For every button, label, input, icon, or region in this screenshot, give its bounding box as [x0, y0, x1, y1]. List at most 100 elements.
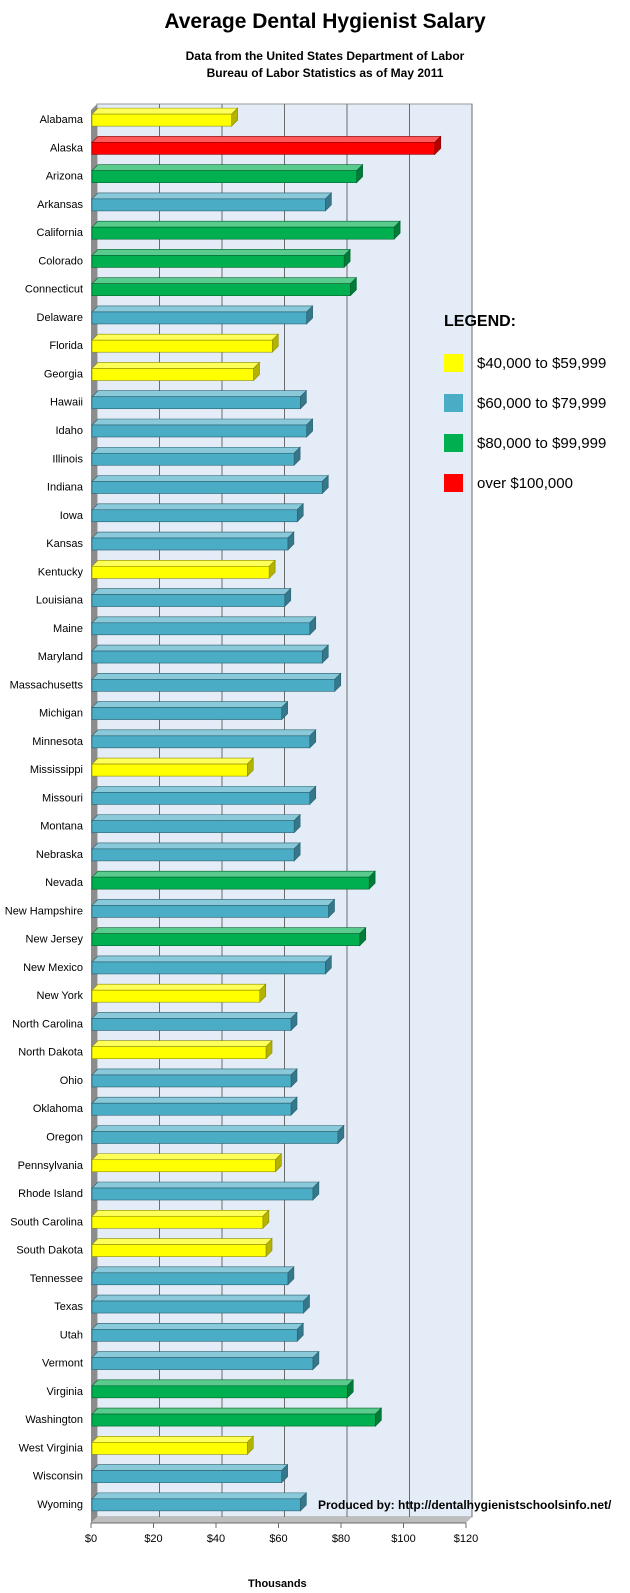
bar — [91, 446, 301, 466]
x-tick-label: $60 — [269, 1533, 287, 1545]
bar — [91, 135, 442, 156]
bar — [91, 1039, 273, 1060]
legend-item-red: over $100,000 — [444, 463, 624, 503]
x-tick-label: $0 — [85, 1533, 97, 1545]
bar-front-face — [91, 481, 323, 494]
credit-text: Produced by: http://dentalhygienistschoo… — [318, 1498, 612, 1512]
bar-front-face — [91, 1131, 339, 1144]
bar — [91, 192, 333, 212]
bar — [91, 785, 317, 806]
category-label: Ohio — [60, 1075, 83, 1087]
bar-top-face — [91, 1209, 270, 1217]
bar-front-face — [91, 763, 248, 777]
bar-front-face — [91, 339, 273, 353]
bar-front-face — [91, 198, 326, 212]
bar — [91, 955, 333, 975]
bar — [91, 305, 314, 325]
bar — [91, 1266, 295, 1286]
bar-front-face — [91, 1046, 267, 1060]
category-label: Hawaii — [50, 397, 83, 409]
plot-floor — [91, 1517, 472, 1523]
bar-top-face — [91, 1125, 345, 1132]
category-label: New York — [37, 990, 84, 1002]
bar — [91, 757, 254, 777]
category-label: Nevada — [45, 877, 84, 889]
bar — [91, 1153, 283, 1173]
category-label: Maryland — [38, 651, 83, 663]
bar-top-face — [91, 136, 442, 143]
legend: LEGEND: $40,000 to $59,999 $60,000 to $7… — [444, 313, 624, 503]
bar — [91, 1435, 254, 1456]
category-label: Rhode Island — [18, 1188, 83, 1200]
bar — [91, 870, 376, 890]
legend-label: over $100,000 — [477, 474, 573, 492]
bar-top-face — [91, 164, 364, 171]
bar — [91, 503, 304, 523]
category-label: Arizona — [46, 171, 84, 183]
category-label: North Dakota — [18, 1047, 84, 1059]
bar-top-face — [91, 1436, 254, 1443]
category-label: Tennessee — [30, 1273, 83, 1285]
bar — [91, 559, 276, 580]
bar-top-face — [91, 899, 336, 906]
category-label: Missouri — [42, 792, 83, 804]
category-label: Montana — [40, 821, 84, 833]
bar-top-face — [91, 333, 279, 341]
bar — [91, 361, 261, 382]
legend-item-blue: $60,000 to $79,999 — [444, 383, 624, 423]
legend-swatch-yellow — [444, 354, 463, 372]
category-label: Oregon — [46, 1131, 83, 1143]
bar-top-face — [91, 277, 358, 284]
bar-front-face — [91, 594, 286, 607]
bar-front-face — [91, 283, 351, 296]
category-label: Washington — [25, 1414, 83, 1426]
bar — [91, 1294, 311, 1314]
bar-front-face — [91, 1357, 314, 1370]
x-tick-label: $100 — [391, 1533, 415, 1545]
bar-front-face — [91, 1442, 248, 1455]
bar — [91, 926, 367, 947]
bar — [91, 1322, 304, 1343]
bar-top-face — [91, 1294, 311, 1302]
bar-top-face — [91, 842, 301, 850]
category-label: West Virginia — [19, 1442, 84, 1454]
bar — [91, 1068, 298, 1088]
category-label: Kentucky — [38, 566, 84, 578]
bar-top-face — [91, 220, 401, 228]
legend-label: $40,000 to $59,999 — [477, 354, 607, 372]
bar-top-face — [91, 1492, 308, 1500]
bar-front-face — [91, 650, 323, 664]
bar-top-face — [91, 1464, 289, 1471]
bar-top-face — [91, 305, 314, 313]
bar — [91, 1350, 320, 1371]
bar — [91, 700, 289, 721]
category-label: South Carolina — [10, 1216, 84, 1228]
category-label: Kansas — [46, 538, 83, 550]
category-label: New Jersey — [26, 934, 84, 946]
bar-top-face — [91, 757, 254, 765]
bar — [91, 1209, 270, 1229]
bar — [91, 474, 329, 495]
bar-top-face — [91, 1040, 273, 1048]
bar-front-face — [91, 679, 336, 692]
bar-top-face — [91, 1012, 298, 1019]
bar-top-face — [91, 503, 304, 511]
bar — [91, 672, 342, 693]
category-label: Wyoming — [37, 1499, 83, 1511]
bar-front-face — [91, 1159, 276, 1173]
category-label: Massachusetts — [10, 679, 84, 691]
bar — [91, 163, 364, 184]
bar-front-face — [91, 537, 289, 551]
category-label: Alabama — [40, 114, 84, 126]
bar-front-face — [91, 565, 270, 579]
bar — [91, 1124, 345, 1145]
bar — [91, 220, 401, 240]
chart-subtitle-line-1: Data from the United States Department o… — [185, 49, 465, 63]
category-label: Michigan — [39, 708, 83, 720]
bar-top-face — [91, 870, 376, 878]
category-label: Connecticut — [25, 284, 83, 296]
chart-subtitle-line-2: Bureau of Labor Statistics as of May 201… — [206, 66, 444, 80]
bar-top-face — [91, 475, 329, 482]
legend-swatch-blue — [444, 394, 463, 412]
category-label: Mississippi — [30, 764, 83, 776]
